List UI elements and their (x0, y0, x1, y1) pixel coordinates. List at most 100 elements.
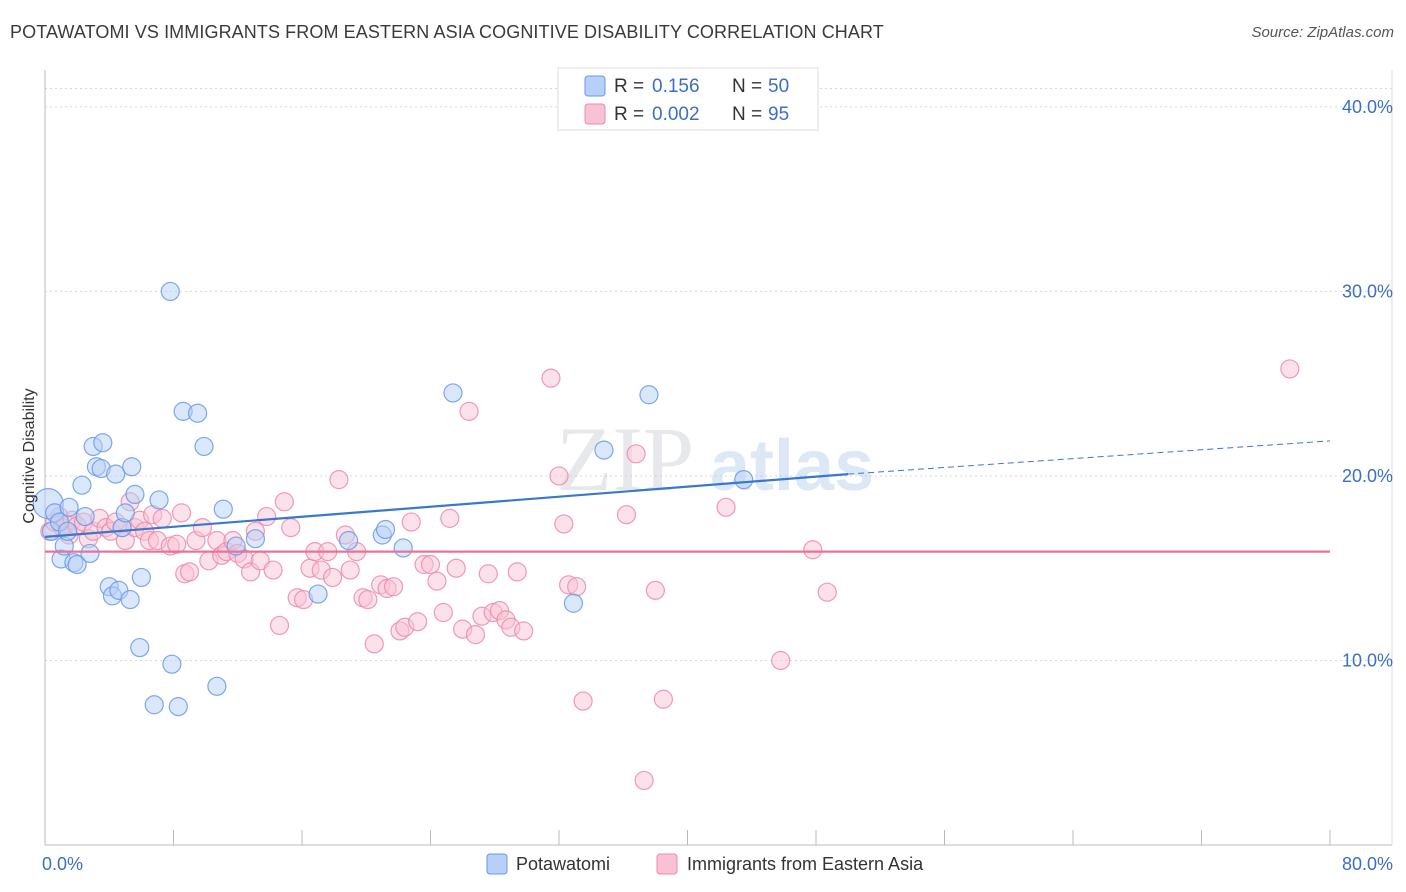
legend-r-value: 0.002 (652, 104, 700, 125)
eastern-asia-point (645, 580, 665, 600)
chart-title: POTAWATOMI VS IMMIGRANTS FROM EASTERN AS… (10, 22, 884, 42)
legend-swatch-eastern-asia (584, 103, 606, 125)
potawatomi-point (245, 529, 266, 549)
potawatomi-point (72, 475, 92, 495)
potawatomi-point (594, 440, 614, 460)
axes (44, 70, 1393, 846)
eastern-asia-point (465, 625, 486, 645)
legend-label-eastern-asia: Immigrants from Eastern Asia (687, 854, 924, 874)
eastern-asia-point (478, 564, 498, 584)
potawatomi-point (207, 676, 227, 696)
eastern-asia-point (514, 621, 534, 641)
potawatomi-point (67, 554, 87, 575)
top-legend: R = 0.156 N = 50 R = 0.002 N = 95 (557, 67, 819, 131)
y-tick-label: 40.0% (1342, 97, 1393, 117)
potawatomi-point (563, 593, 584, 613)
legend-n-label: N = (732, 104, 762, 125)
eastern-asia-point (179, 562, 200, 582)
watermark: ZIP atlas (556, 408, 874, 510)
eastern-asia-point (192, 518, 213, 538)
eastern-asia-point (616, 505, 637, 525)
eastern-asia-point (549, 466, 569, 486)
eastern-asia-point (427, 571, 447, 591)
potawatomi-trend-extension (848, 440, 1331, 475)
legend-r-label: R = (614, 104, 644, 125)
eastern-asia-point (626, 444, 646, 464)
potawatomi-point (187, 403, 208, 423)
potawatomi-point (125, 484, 145, 505)
eastern-asia-point (716, 497, 736, 517)
watermark-light: atlas (710, 426, 874, 506)
eastern-asia-point (634, 770, 654, 791)
x-tick-label: 80.0% (1342, 854, 1393, 874)
potawatomi-point (75, 506, 95, 527)
potawatomi-point (443, 383, 463, 403)
eastern-asia-point (554, 514, 574, 534)
eastern-asia-point (817, 582, 837, 602)
potawatomi-point (375, 519, 396, 540)
eastern-asia-point (567, 577, 587, 597)
eastern-asia-point (340, 560, 360, 580)
potawatomi-point (115, 503, 135, 523)
potawatomi-point (162, 654, 182, 674)
eastern-asia-point (459, 401, 479, 421)
eastern-asia-point (263, 560, 283, 580)
potawatomi-point (393, 538, 413, 558)
eastern-asia-point (507, 562, 527, 582)
eastern-asia-point (257, 506, 277, 527)
legend-r-value: 0.156 (652, 76, 700, 97)
eastern-asia-point (573, 691, 593, 711)
source-credit: Source: ZipAtlas.com (1251, 24, 1394, 41)
potawatomi-point (338, 530, 359, 551)
watermark-bold: ZIP (556, 408, 694, 510)
potawatomi-point (734, 470, 754, 490)
eastern-asia-point (401, 512, 421, 532)
legend-n-label: N = (732, 76, 762, 97)
potawatomi-trend-line (44, 473, 849, 538)
eastern-asia-point (274, 492, 294, 512)
y-tick-label: 10.0% (1342, 650, 1393, 670)
potawatomi-point (130, 637, 150, 658)
y-axis-label: Cognitive Disability (21, 388, 38, 523)
potawatomi-point (80, 543, 100, 564)
potawatomi-point (59, 497, 79, 517)
y-tick-labels: 10.0% 20.0% 30.0% 40.0% (1342, 97, 1393, 671)
potawatomi-point (131, 567, 151, 588)
potawatomi-point (194, 436, 214, 457)
legend-swatch-eastern-asia (656, 853, 678, 875)
potawatomi-point (57, 521, 78, 541)
eastern-asia-point (152, 508, 172, 528)
eastern-asia-point (541, 368, 561, 388)
potawatomi-point (160, 281, 180, 302)
x-tick-labels: 0.0% 80.0% (42, 854, 1393, 874)
eastern-asia-point (440, 508, 460, 528)
eastern-asia-point (1280, 359, 1300, 379)
legend-label-potawatomi: Potawatomi (516, 854, 610, 874)
bottom-legend: Potawatomi Immigrants from Eastern Asia (486, 853, 924, 875)
potawatomi-point (639, 385, 659, 405)
y-tick-label: 30.0% (1342, 281, 1393, 301)
potawatomi-point (149, 490, 169, 510)
eastern-asia-point (329, 470, 349, 490)
eastern-asia-point (269, 615, 290, 636)
eastern-asia-point (420, 554, 441, 575)
legend-n-value: 95 (768, 104, 789, 125)
potawatomi-point (93, 433, 113, 453)
eastern-asia-point (408, 612, 428, 632)
potawatomi-point (122, 457, 142, 477)
eastern-asia-point (281, 518, 301, 538)
potawatomi-point (120, 589, 140, 610)
potawatomi-point (144, 695, 164, 715)
potawatomi-point (168, 697, 188, 717)
legend-swatch-potawatomi (486, 853, 508, 875)
eastern-asia-point (653, 689, 674, 709)
y-tick-label: 20.0% (1342, 466, 1393, 486)
eastern-asia-point (364, 634, 384, 654)
eastern-asia-point (433, 602, 453, 623)
x-tick-label: 0.0% (42, 854, 83, 874)
eastern-asia-point (171, 503, 192, 523)
eastern-asia-point (358, 589, 378, 610)
eastern-asia-point (383, 577, 404, 597)
legend-r-label: R = (614, 76, 644, 97)
